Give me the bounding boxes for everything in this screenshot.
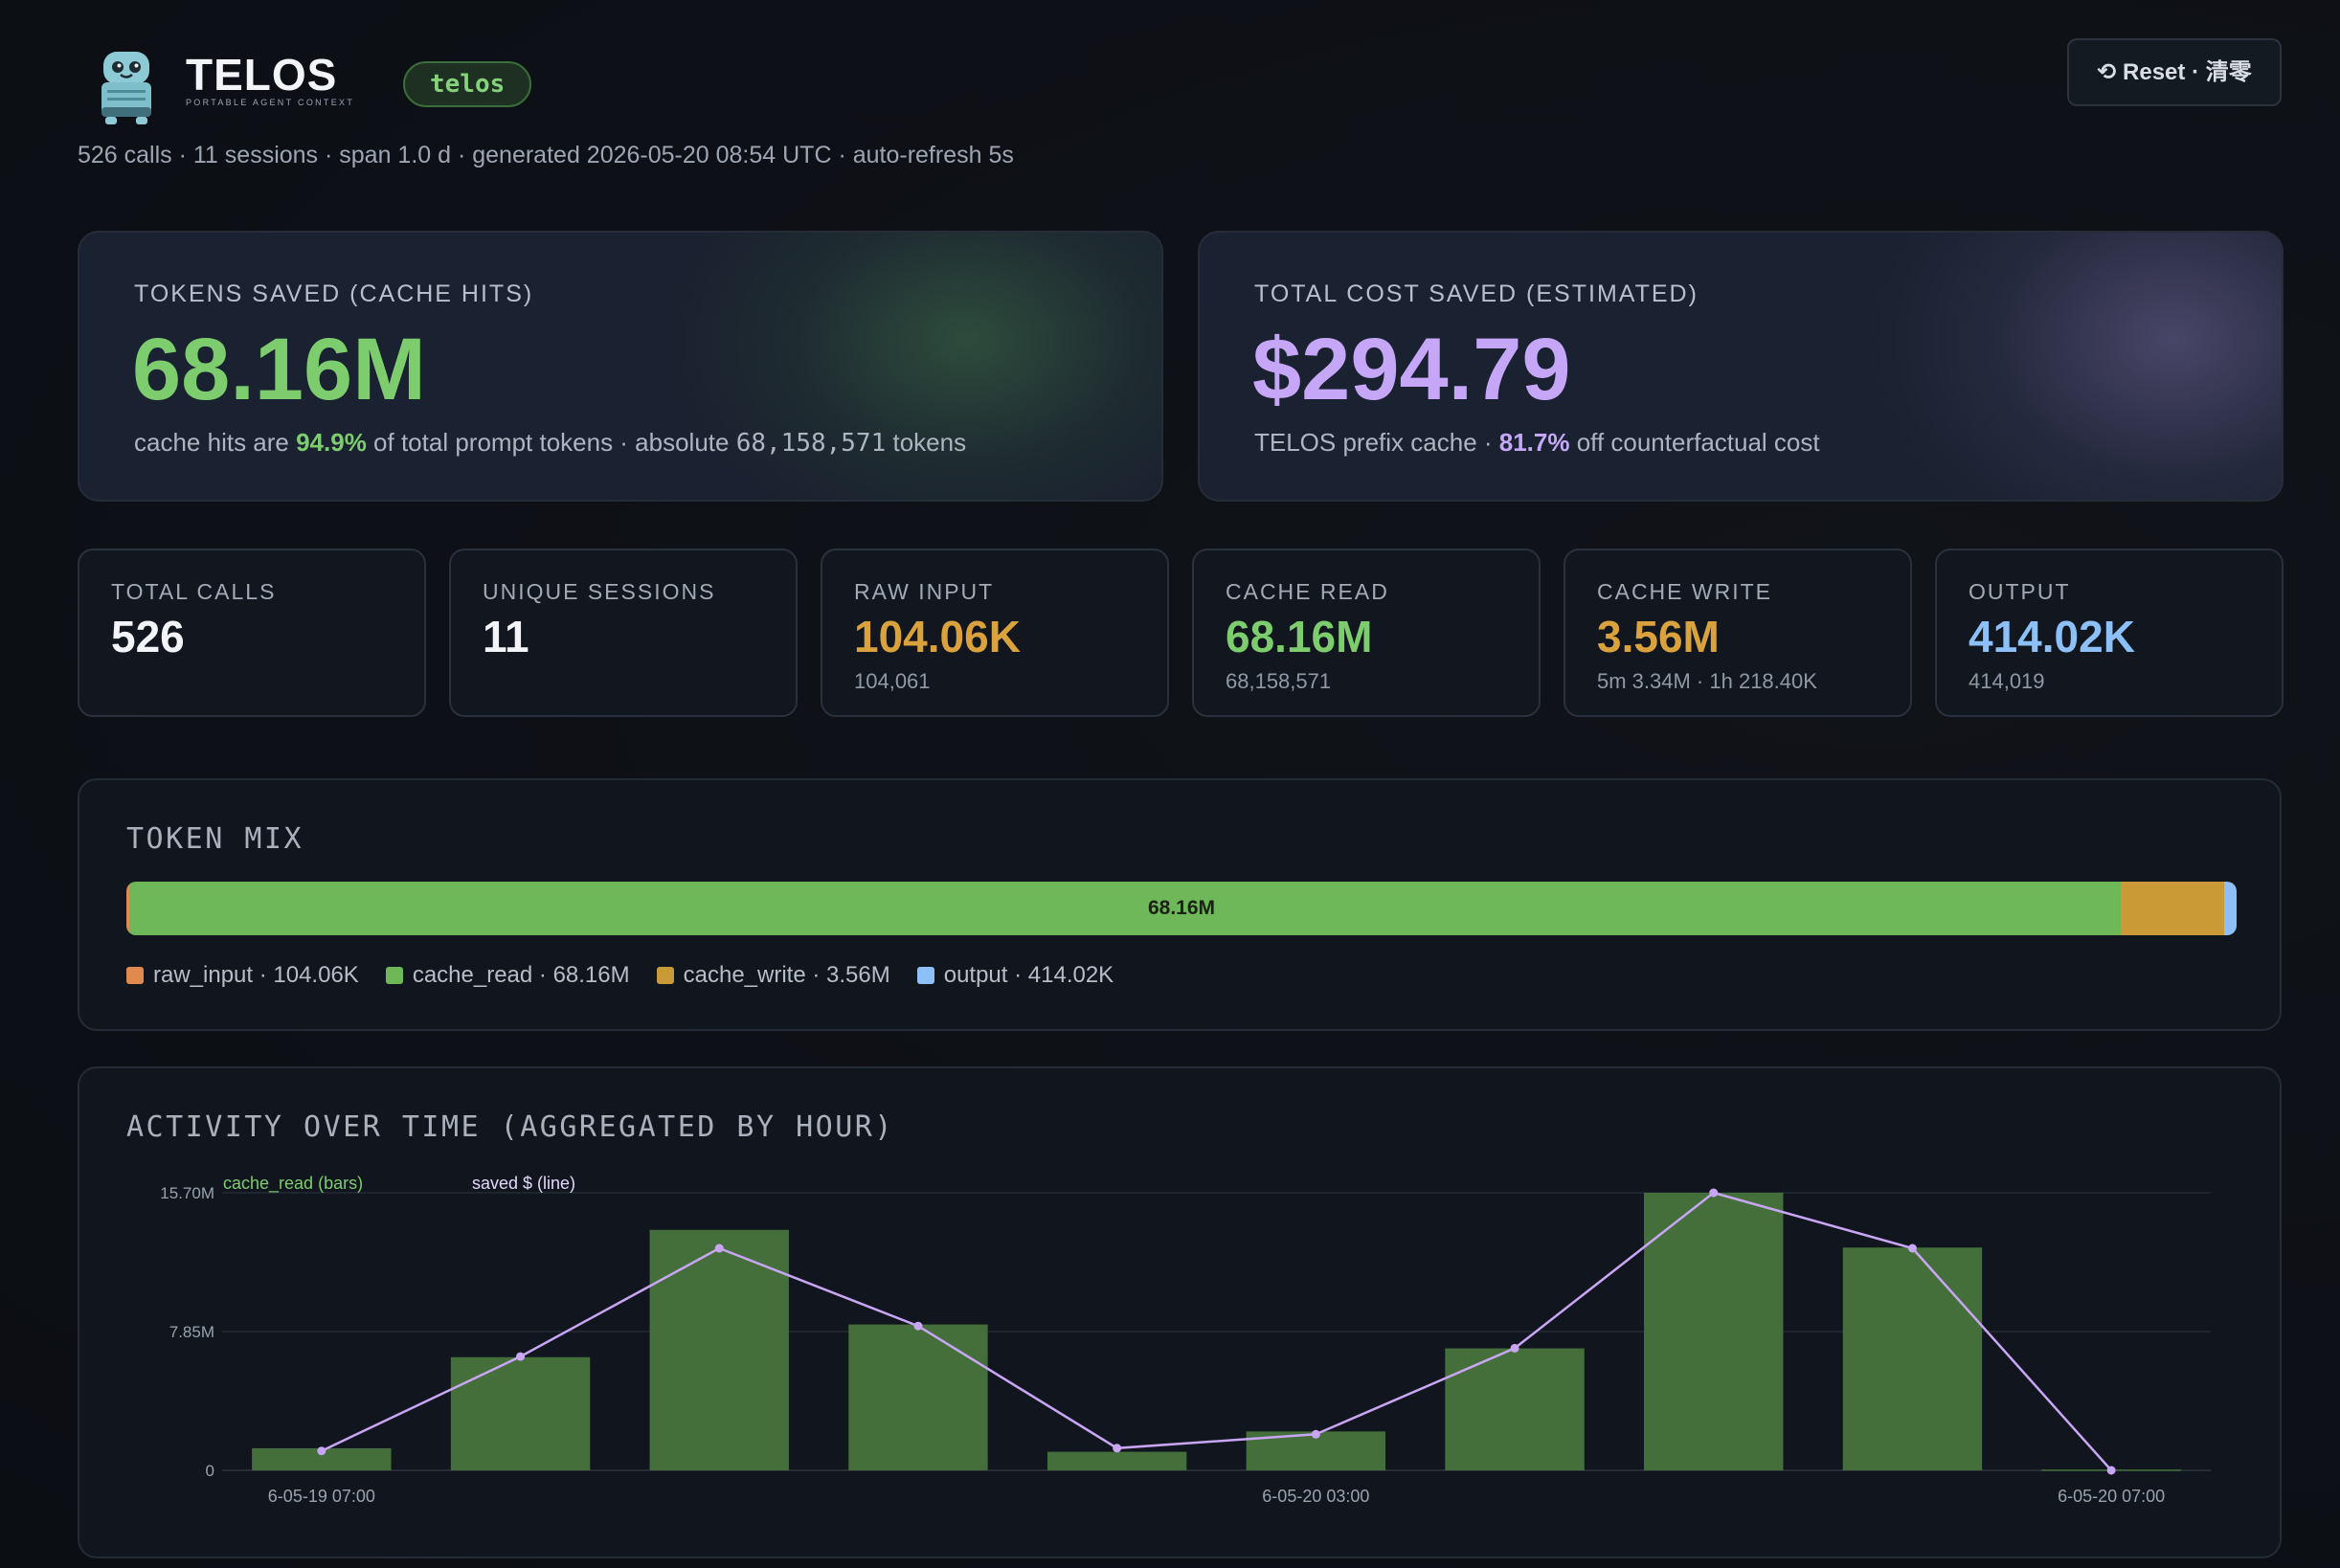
stat-raw-input: RAW INPUT 104.06K 104,061 xyxy=(821,549,1169,717)
mix-segment-cache-write xyxy=(2120,882,2225,935)
brand-name: TELOS xyxy=(186,50,338,100)
meta-summary: 526 calls · 11 sessions · span 1.0 d · g… xyxy=(78,142,1014,168)
activity-bar xyxy=(848,1324,988,1470)
x-tick-label: 6-05-19 07:00 xyxy=(268,1487,375,1506)
chart-legend-line: saved $ (line) xyxy=(472,1174,575,1193)
activity-bar xyxy=(450,1356,591,1470)
cost-saved-value: $294.79 xyxy=(1252,321,1571,418)
chart-legend-bars: cache_read (bars) xyxy=(223,1174,363,1194)
token-mix-title: TOKEN MIX xyxy=(126,822,304,856)
legend-label: output · 414.02K xyxy=(943,962,1114,988)
cost-off-percent: 81.7% xyxy=(1498,428,1570,457)
saved-point xyxy=(1510,1343,1519,1353)
stat-value: 104.06K xyxy=(854,612,1021,661)
saved-point xyxy=(317,1446,326,1456)
activity-chart: 15.70M 7.85M 0 cache_read (bars) saved $ (li… xyxy=(160,1174,2211,1506)
saved-point xyxy=(913,1321,923,1331)
stat-label: CACHE WRITE xyxy=(1597,579,1772,604)
stat-output: OUTPUT 414.02K 414,019 xyxy=(1935,549,2284,717)
legend-item-raw-input: raw_input · 104.06K xyxy=(126,962,359,989)
activity-bar xyxy=(1842,1247,1983,1470)
legend-swatch xyxy=(126,967,144,984)
activity-panel: ACTIVITY OVER TIME (AGGREGATED BY HOUR) … xyxy=(78,1066,2282,1558)
stat-cache-read: CACHE READ 68.16M 68,158,571 xyxy=(1192,549,1541,717)
cost-sub-suffix: off counterfactual cost xyxy=(1569,428,1820,457)
stat-sub: 5m 3.34M · 1h 218.40K xyxy=(1597,669,1817,693)
stat-label: RAW INPUT xyxy=(854,579,995,604)
activity-bar xyxy=(649,1229,789,1470)
stat-value: 526 xyxy=(111,612,185,661)
legend-swatch xyxy=(656,967,674,984)
stat-sub: 68,158,571 xyxy=(1226,669,1332,693)
stat-sub: 104,061 xyxy=(854,669,931,693)
stat-value: 414.02K xyxy=(1969,612,2135,661)
cost-saved-label: TOTAL COST SAVED (ESTIMATED) xyxy=(1254,280,1699,307)
x-tick-label: 6-05-20 03:00 xyxy=(1262,1487,1369,1506)
stat-cache-write: CACHE WRITE 3.56M 5m 3.34M · 1h 218.40K xyxy=(1564,549,1912,717)
saved-point xyxy=(1311,1429,1320,1439)
project-pill[interactable]: telos xyxy=(403,61,532,107)
mix-segment-raw-input xyxy=(126,882,130,935)
legend-label: cache_read · 68.16M xyxy=(412,962,630,988)
token-mix-panel: TOKEN MIX 68.16M raw_input · 104.06K cach… xyxy=(78,778,2282,1031)
legend-item-cache-write: cache_write · 3.56M xyxy=(656,962,890,989)
activity-bar xyxy=(252,1447,392,1470)
activity-bar xyxy=(1445,1348,1585,1470)
y-tick-label: 7.85M xyxy=(169,1323,214,1341)
saved-point xyxy=(1907,1243,1917,1253)
tokens-saved-label: TOKENS SAVED (CACHE HITS) xyxy=(134,280,534,307)
saved-point xyxy=(1113,1444,1122,1453)
saved-point xyxy=(714,1243,724,1253)
y-tick-label: 0 xyxy=(206,1462,214,1480)
y-tick-label: 15.70M xyxy=(160,1184,214,1202)
stat-unique-sessions: UNIQUE SESSIONS 11 xyxy=(449,549,798,717)
tokens-saved-subtitle: cache hits are 94.9% of total prompt tok… xyxy=(134,428,966,458)
activity-bar xyxy=(1644,1193,1784,1470)
stat-label: TOTAL CALLS xyxy=(111,579,277,604)
tokens-sub-middle: of total prompt tokens · absolute xyxy=(366,428,736,457)
tokens-absolute: 68,158,571 xyxy=(735,429,887,458)
tokens-saved-value: 68.16M xyxy=(132,321,426,418)
activity-title: ACTIVITY OVER TIME (AGGREGATED BY HOUR) xyxy=(126,1110,894,1144)
stat-value: 3.56M xyxy=(1597,612,1720,661)
x-tick-label: 6-05-20 07:00 xyxy=(2058,1487,2165,1506)
stat-total-calls: TOTAL CALLS 526 xyxy=(78,549,426,717)
cost-saved-subtitle: TELOS prefix cache · 81.7% off counterfa… xyxy=(1254,428,1820,458)
activity-bar xyxy=(1046,1451,1187,1470)
reset-button[interactable]: ⟲ Reset · 清零 xyxy=(2067,38,2282,106)
tokens-sub-prefix: cache hits are xyxy=(134,428,297,457)
cache-hit-percent: 94.9% xyxy=(296,428,367,457)
robot-logo-icon xyxy=(101,52,151,124)
stat-value: 68.16M xyxy=(1226,612,1373,661)
stat-sub: 414,019 xyxy=(1969,669,2045,693)
legend-item-output: output · 414.02K xyxy=(916,962,1114,989)
cost-saved-card: TOTAL COST SAVED (ESTIMATED) $294.79 TEL… xyxy=(1198,231,2284,502)
saved-point xyxy=(516,1352,526,1361)
tokens-saved-card: TOKENS SAVED (CACHE HITS) 68.16M cache h… xyxy=(78,231,1163,502)
stat-label: OUTPUT xyxy=(1969,579,2071,604)
header: TELOS PORTABLE AGENT CONTEXT telos ⟲ Res… xyxy=(78,38,2282,172)
legend-swatch xyxy=(385,967,403,984)
stat-label: UNIQUE SESSIONS xyxy=(483,579,716,604)
brand-tagline: PORTABLE AGENT CONTEXT xyxy=(186,98,355,107)
saved-point xyxy=(1709,1188,1719,1198)
legend-label: cache_write · 3.56M xyxy=(683,962,890,988)
cost-sub-prefix: TELOS prefix cache · xyxy=(1254,428,1499,457)
stat-label: CACHE READ xyxy=(1226,579,1389,604)
legend-swatch xyxy=(916,967,934,984)
tokens-sub-suffix: tokens xyxy=(886,428,967,457)
stat-value: 11 xyxy=(483,612,529,661)
token-mix-bar: 68.16M xyxy=(126,882,2237,935)
token-mix-bar-label: 68.16M xyxy=(1147,897,1216,919)
saved-line xyxy=(321,1191,2113,1471)
brand: TELOS PORTABLE AGENT CONTEXT xyxy=(186,48,354,107)
mix-segment-cache-read xyxy=(129,882,2121,935)
legend-item-cache-read: cache_read · 68.16M xyxy=(385,962,630,989)
token-mix-legend: raw_input · 104.06K cache_read · 68.16M ca… xyxy=(126,962,1114,989)
saved-point xyxy=(2106,1466,2116,1475)
mix-segment-output xyxy=(2224,882,2237,935)
legend-label: raw_input · 104.06K xyxy=(153,962,359,988)
